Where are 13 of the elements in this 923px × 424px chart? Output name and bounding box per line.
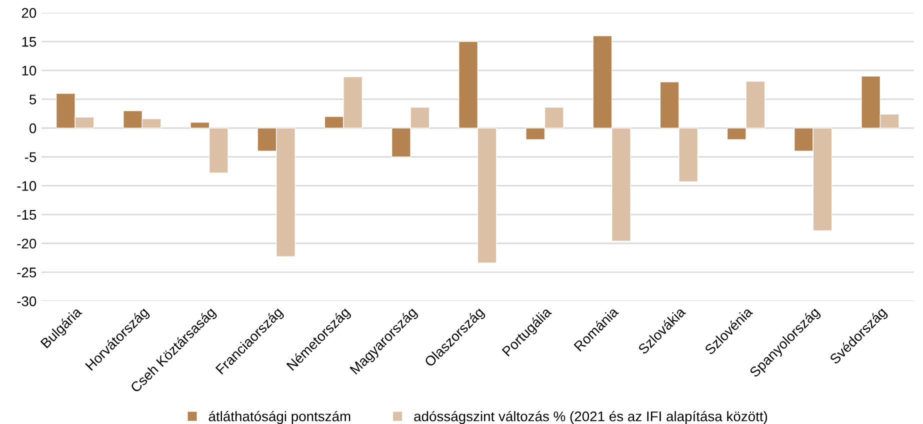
y-tick-label: -10 — [17, 181, 36, 191]
legend-label: átláthatósági pontszám — [208, 410, 350, 424]
y-tick-label: 20 — [22, 8, 36, 18]
y-tick-label: 0 — [29, 123, 36, 134]
y-tick-label: -30 — [17, 296, 36, 306]
legend-label: adósságszint változás % (2021 és az IFI alapítása között) — [414, 410, 768, 424]
y-tick-label: -15 — [17, 210, 36, 220]
y-tick-label: -5 — [24, 152, 36, 162]
y-tick-label: -25 — [17, 268, 36, 278]
y-tick-label: -20 — [17, 238, 36, 249]
y-tick-label: 5 — [30, 94, 36, 104]
y-tick-label: 10 — [22, 66, 36, 76]
y-tick-label: 15 — [22, 37, 36, 47]
